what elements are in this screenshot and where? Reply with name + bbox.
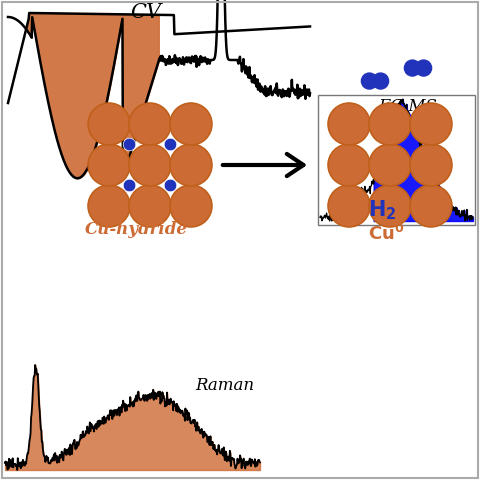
Bar: [318, 95, 475, 225]
Circle shape: [170, 144, 212, 186]
Circle shape: [361, 73, 377, 89]
Circle shape: [404, 60, 420, 76]
Circle shape: [372, 73, 389, 89]
Circle shape: [416, 60, 432, 76]
Text: EC-MS: EC-MS: [378, 98, 437, 115]
Text: $\mathbf{H_2}$: $\mathbf{H_2}$: [368, 198, 396, 222]
Circle shape: [129, 144, 171, 186]
Circle shape: [88, 103, 130, 145]
Circle shape: [410, 144, 452, 186]
Circle shape: [170, 103, 212, 145]
Circle shape: [164, 179, 177, 192]
Circle shape: [88, 185, 130, 227]
Circle shape: [170, 185, 212, 227]
Circle shape: [410, 103, 452, 145]
Circle shape: [369, 103, 411, 145]
Circle shape: [369, 185, 411, 227]
Text: CV: CV: [130, 3, 161, 22]
Circle shape: [410, 185, 452, 227]
Bar: [318, 95, 475, 225]
Circle shape: [328, 103, 370, 145]
FancyArrowPatch shape: [223, 154, 303, 176]
Circle shape: [129, 185, 171, 227]
Text: Raman: Raman: [195, 377, 254, 394]
Circle shape: [369, 144, 411, 186]
Circle shape: [328, 185, 370, 227]
Circle shape: [164, 138, 177, 151]
Text: Cu-hydride: Cu-hydride: [85, 221, 188, 239]
Circle shape: [88, 144, 130, 186]
Circle shape: [123, 138, 136, 151]
Circle shape: [328, 144, 370, 186]
Circle shape: [129, 103, 171, 145]
Circle shape: [123, 179, 136, 192]
Text: $\mathbf{Cu^0}$: $\mathbf{Cu^0}$: [368, 224, 404, 244]
